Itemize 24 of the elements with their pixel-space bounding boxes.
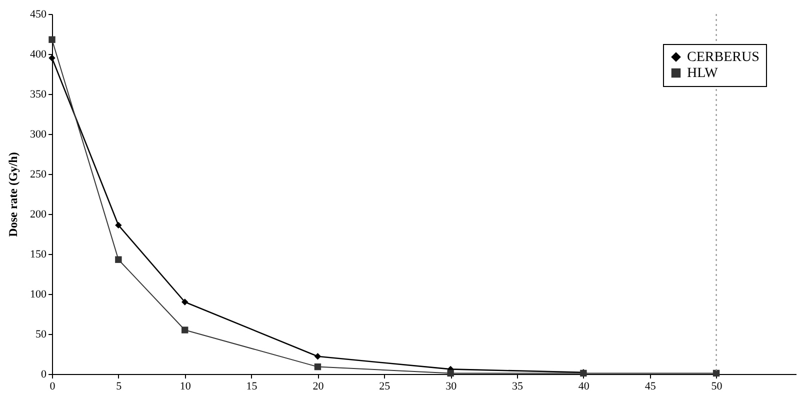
x-tick-label: 45: [644, 380, 656, 392]
y-tick-label: 250: [30, 168, 47, 180]
x-tick-label: 10: [180, 380, 192, 392]
y-tick-label: 300: [30, 128, 47, 140]
y-tick-label: 0: [41, 368, 47, 380]
y-tick-label: 450: [30, 8, 47, 20]
y-tick-label: 400: [30, 48, 47, 60]
x-tick-label: 30: [446, 380, 458, 392]
x-tick-label: 15: [246, 380, 258, 392]
x-tick-label: 35: [512, 380, 524, 392]
x-tick-label: 0: [50, 380, 56, 392]
y-tick-label: 350: [30, 88, 47, 100]
x-tick-label: 5: [116, 380, 122, 392]
x-tick-label: 25: [379, 380, 391, 392]
y-tick-label: 150: [30, 248, 47, 260]
x-tick-label: 50: [711, 380, 723, 392]
legend-label: HLW: [687, 66, 719, 81]
y-axis-title: Dose rate (Gy/h): [6, 152, 20, 237]
x-tick-label: 40: [578, 380, 590, 392]
y-tick-label: 50: [36, 328, 47, 340]
x-tick-label: 20: [312, 380, 324, 392]
y-tick-label: 200: [30, 208, 47, 220]
y-tick-label: 100: [30, 288, 47, 300]
legend-label: CERBERUS: [687, 50, 760, 65]
